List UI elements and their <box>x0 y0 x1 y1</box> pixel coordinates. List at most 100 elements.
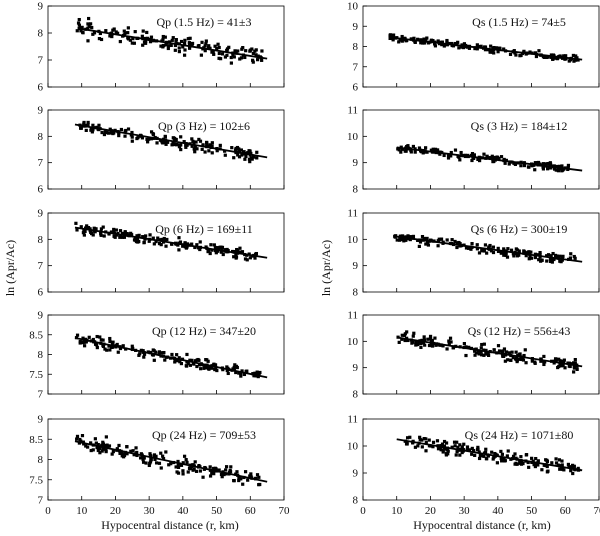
scatter-point <box>111 340 115 344</box>
scatter-point <box>479 350 483 354</box>
fit-line <box>393 235 583 263</box>
fit-line <box>396 336 583 368</box>
y-tick-label: 9 <box>353 157 359 169</box>
y-tick-label: 9 <box>38 414 44 426</box>
scatter-point <box>89 230 93 234</box>
scatter-point <box>207 149 211 153</box>
scatter-point <box>473 46 477 51</box>
scatter-point <box>446 156 451 160</box>
y-tick-label: 8 <box>38 349 44 361</box>
scatter-point <box>499 449 503 454</box>
scatter-point <box>549 55 553 59</box>
scatter-point <box>115 342 119 347</box>
scatter-point <box>477 450 481 454</box>
scatter-point <box>208 474 213 478</box>
scatter-point <box>445 238 449 242</box>
scatter-point <box>551 257 555 261</box>
scatter-point <box>204 42 208 46</box>
scatter-point <box>80 25 84 29</box>
scatter-point <box>484 447 488 451</box>
scatter-point <box>454 453 458 457</box>
scatter-point <box>142 355 146 359</box>
chart-panel: 7 7.5 8 8.5 9 0 10 20 30 40 50 60 70 Qp (24 Hz) = 709… <box>29 414 290 518</box>
scatter-point <box>204 39 208 43</box>
y-tick-label: 8 <box>38 234 44 246</box>
scatter-point <box>513 452 517 456</box>
scatter-point <box>573 357 577 362</box>
scatter-point <box>436 39 440 43</box>
scatter-point <box>530 359 534 363</box>
scatter-point <box>539 359 543 363</box>
panels-group: 6 7 8 9 Qp (1.5 Hz) = 41±3 6 7 8 9 10 Qs (1.5 Hz) … <box>29 1 600 518</box>
scatter-point <box>191 361 196 365</box>
scatter-point <box>400 147 405 151</box>
scatter-point <box>193 460 197 464</box>
scatter-point <box>188 363 192 367</box>
scatter-point <box>482 248 486 253</box>
scatter-point <box>413 150 417 154</box>
scatter-point <box>184 364 188 368</box>
scatter-point <box>441 450 445 454</box>
scatter-point <box>239 148 244 152</box>
scatter-point <box>562 54 566 58</box>
scatter-point <box>94 441 98 445</box>
scatter-point <box>473 349 477 353</box>
scatter-point <box>103 130 107 134</box>
scatter-point <box>203 150 207 154</box>
scatter-point <box>233 50 238 54</box>
scatter-point <box>427 444 432 448</box>
scatter-point <box>442 439 447 444</box>
scatter-point <box>572 370 576 374</box>
scatter-point <box>422 236 426 241</box>
scatter-point <box>519 53 523 58</box>
scatter-point <box>420 38 424 42</box>
scatter-point <box>242 150 246 154</box>
scatter-point <box>141 43 145 47</box>
scatter-point <box>560 56 565 60</box>
scatter-point <box>236 153 240 157</box>
scatter-point <box>485 251 489 255</box>
scatter-point <box>422 335 426 339</box>
scatter-point <box>248 160 252 164</box>
scatter-point <box>456 154 460 159</box>
scatter-point <box>146 140 150 144</box>
scatter-point <box>397 340 401 344</box>
scatter-point <box>491 250 496 255</box>
scatter-point <box>450 238 454 242</box>
scatter-point <box>139 348 143 352</box>
scatter-point <box>412 331 416 335</box>
scatter-point <box>247 157 252 161</box>
scatter-point <box>491 49 495 53</box>
scatter-point <box>455 241 459 245</box>
scatter-point <box>570 466 574 470</box>
scatter-point <box>533 361 537 365</box>
scatter-point <box>517 253 521 257</box>
scatter-point <box>442 153 446 158</box>
scatter-point <box>567 465 571 469</box>
scatter-point <box>557 164 561 168</box>
scatter-point <box>479 44 483 48</box>
scatter-point <box>154 350 158 354</box>
scatter-point <box>400 237 404 242</box>
scatter-point <box>213 248 218 253</box>
x-tick-label: 40 <box>177 505 189 517</box>
scatter-point <box>417 146 422 150</box>
scatter-point <box>184 458 188 462</box>
x-tick-label: 30 <box>459 505 471 517</box>
scatter-point <box>125 452 129 456</box>
scatter-point <box>141 456 145 460</box>
y-tick-label: 10 <box>347 336 359 348</box>
scatter-point <box>496 246 500 251</box>
scatter-point <box>105 348 109 352</box>
scatter-point <box>412 36 416 40</box>
y-tick-label: 9 <box>353 468 359 480</box>
scatter-point <box>166 44 171 48</box>
scatter-point <box>564 54 568 58</box>
scatter-point <box>489 44 493 48</box>
scatter-point <box>573 256 577 260</box>
scatter-point <box>479 346 483 350</box>
scatter-point <box>475 447 480 452</box>
scatter-point <box>558 167 563 171</box>
scatter-point <box>229 465 233 469</box>
